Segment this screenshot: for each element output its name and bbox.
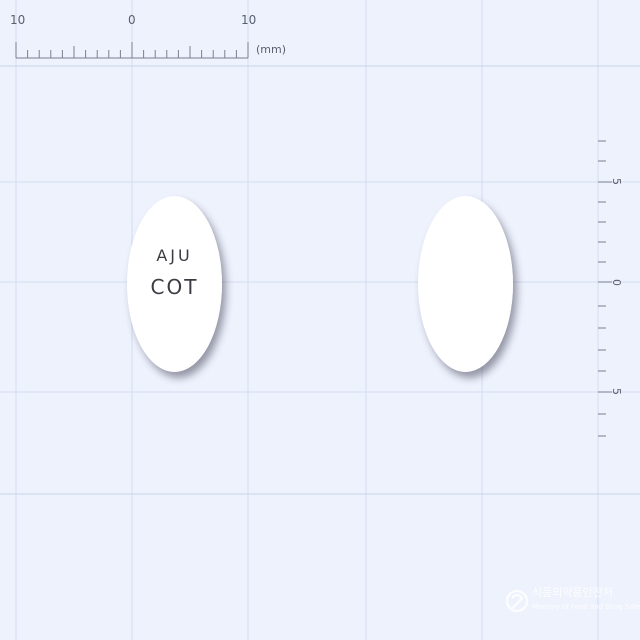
ruler-top-label-left: 10 (10, 13, 26, 27)
pill-imprint-line2: COT (150, 275, 199, 299)
top-ruler (15, 42, 249, 59)
pill-back (418, 196, 513, 372)
mfds-watermark: 식품의약품안전처 Ministry of Food and Drug Safet… (506, 584, 640, 620)
ruler-right-label-center: 0 (610, 279, 623, 286)
ruler-top-label-center: 0 (128, 13, 136, 27)
ruler-right-label-top: 5 (610, 178, 623, 185)
ruler-right-label-bottom: 5 (610, 388, 623, 395)
pill-front: AJU COT (127, 196, 222, 372)
pill-imprint-line1: AJU (156, 246, 193, 265)
watermark-name-en: Ministry of Food and Drug Safety (532, 603, 640, 611)
right-ruler (598, 140, 612, 437)
watermark-name-ko: 식품의약품안전처 (532, 586, 613, 599)
ruler-unit-label: (mm) (256, 43, 287, 56)
mfds-logo-icon (506, 589, 528, 613)
ruler-top-label-right: 10 (241, 13, 257, 27)
